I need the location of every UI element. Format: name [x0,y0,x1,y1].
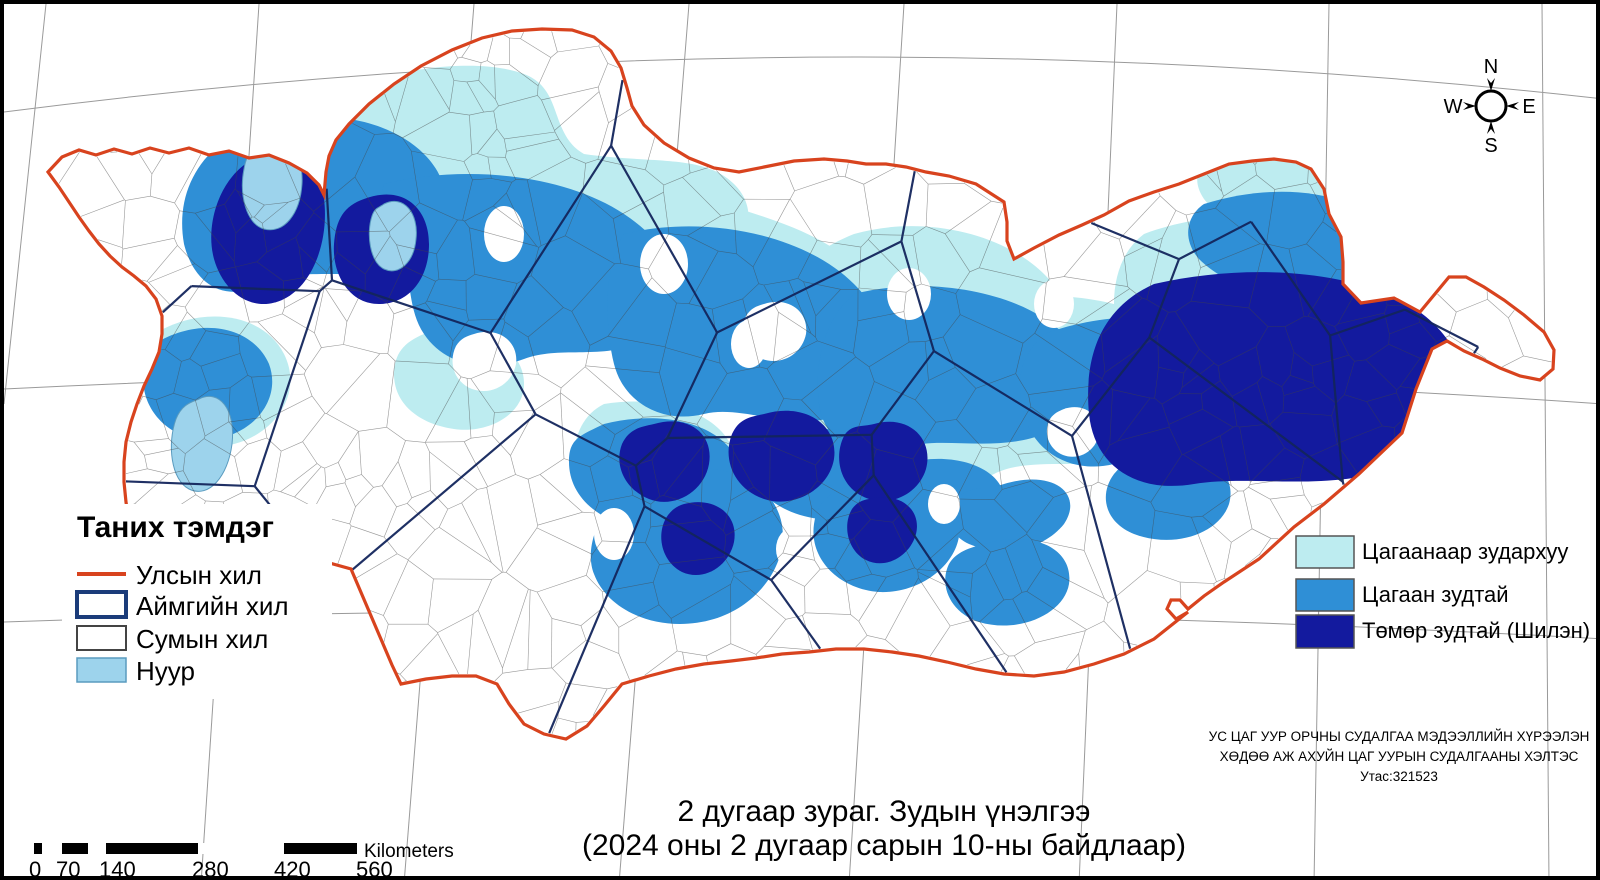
svg-text:E: E [1522,96,1535,118]
svg-text:(2024 оны 2 дугаар сарын 10-ны: (2024 оны 2 дугаар сарын 10-ны байдлаар) [582,829,1186,862]
svg-text:Утас:321523: Утас:321523 [1360,769,1438,784]
svg-text:2 дугаар зураг. Зудын үнэлгээ: 2 дугаар зураг. Зудын үнэлгээ [678,795,1091,828]
svg-text:Төмөр зудтай (Шилэн): Төмөр зудтай (Шилэн) [1362,618,1590,643]
svg-text:70: 70 [56,857,80,880]
svg-text:Улсын хил: Улсын хил [136,560,262,590]
svg-text:Нуур: Нуур [136,656,195,686]
svg-text:ХӨДӨӨ АЖ АХУЙН ЦАГ УУРЫН СУДАЛ: ХӨДӨӨ АЖ АХУЙН ЦАГ УУРЫН СУДАЛГААНЫ ХЭЛТ… [1220,749,1579,764]
svg-text:Сумын хил: Сумын хил [136,624,268,654]
svg-text:Цагаан зудтай: Цагаан зудтай [1362,582,1509,607]
svg-text:Аймгийн хил: Аймгийн хил [136,591,289,621]
svg-text:УС ЦАГ УУР ОРЧНЫ СУДАЛГАА МЭДЭ: УС ЦАГ УУР ОРЧНЫ СУДАЛГАА МЭДЭЭЛЛИЙН ХҮР… [1209,729,1590,744]
svg-text:560: 560 [356,857,393,880]
svg-text:Цагаанаар зударxуу: Цагаанаар зударxуу [1362,539,1568,564]
svg-text:N: N [1484,56,1498,78]
svg-text:W: W [1444,96,1463,118]
svg-text:S: S [1484,135,1497,157]
svg-text:420: 420 [274,857,311,880]
svg-text:140: 140 [99,857,136,880]
svg-text:0: 0 [29,857,41,880]
svg-text:280: 280 [192,857,229,880]
svg-text:Таних тэмдэг: Таних тэмдэг [77,511,274,544]
